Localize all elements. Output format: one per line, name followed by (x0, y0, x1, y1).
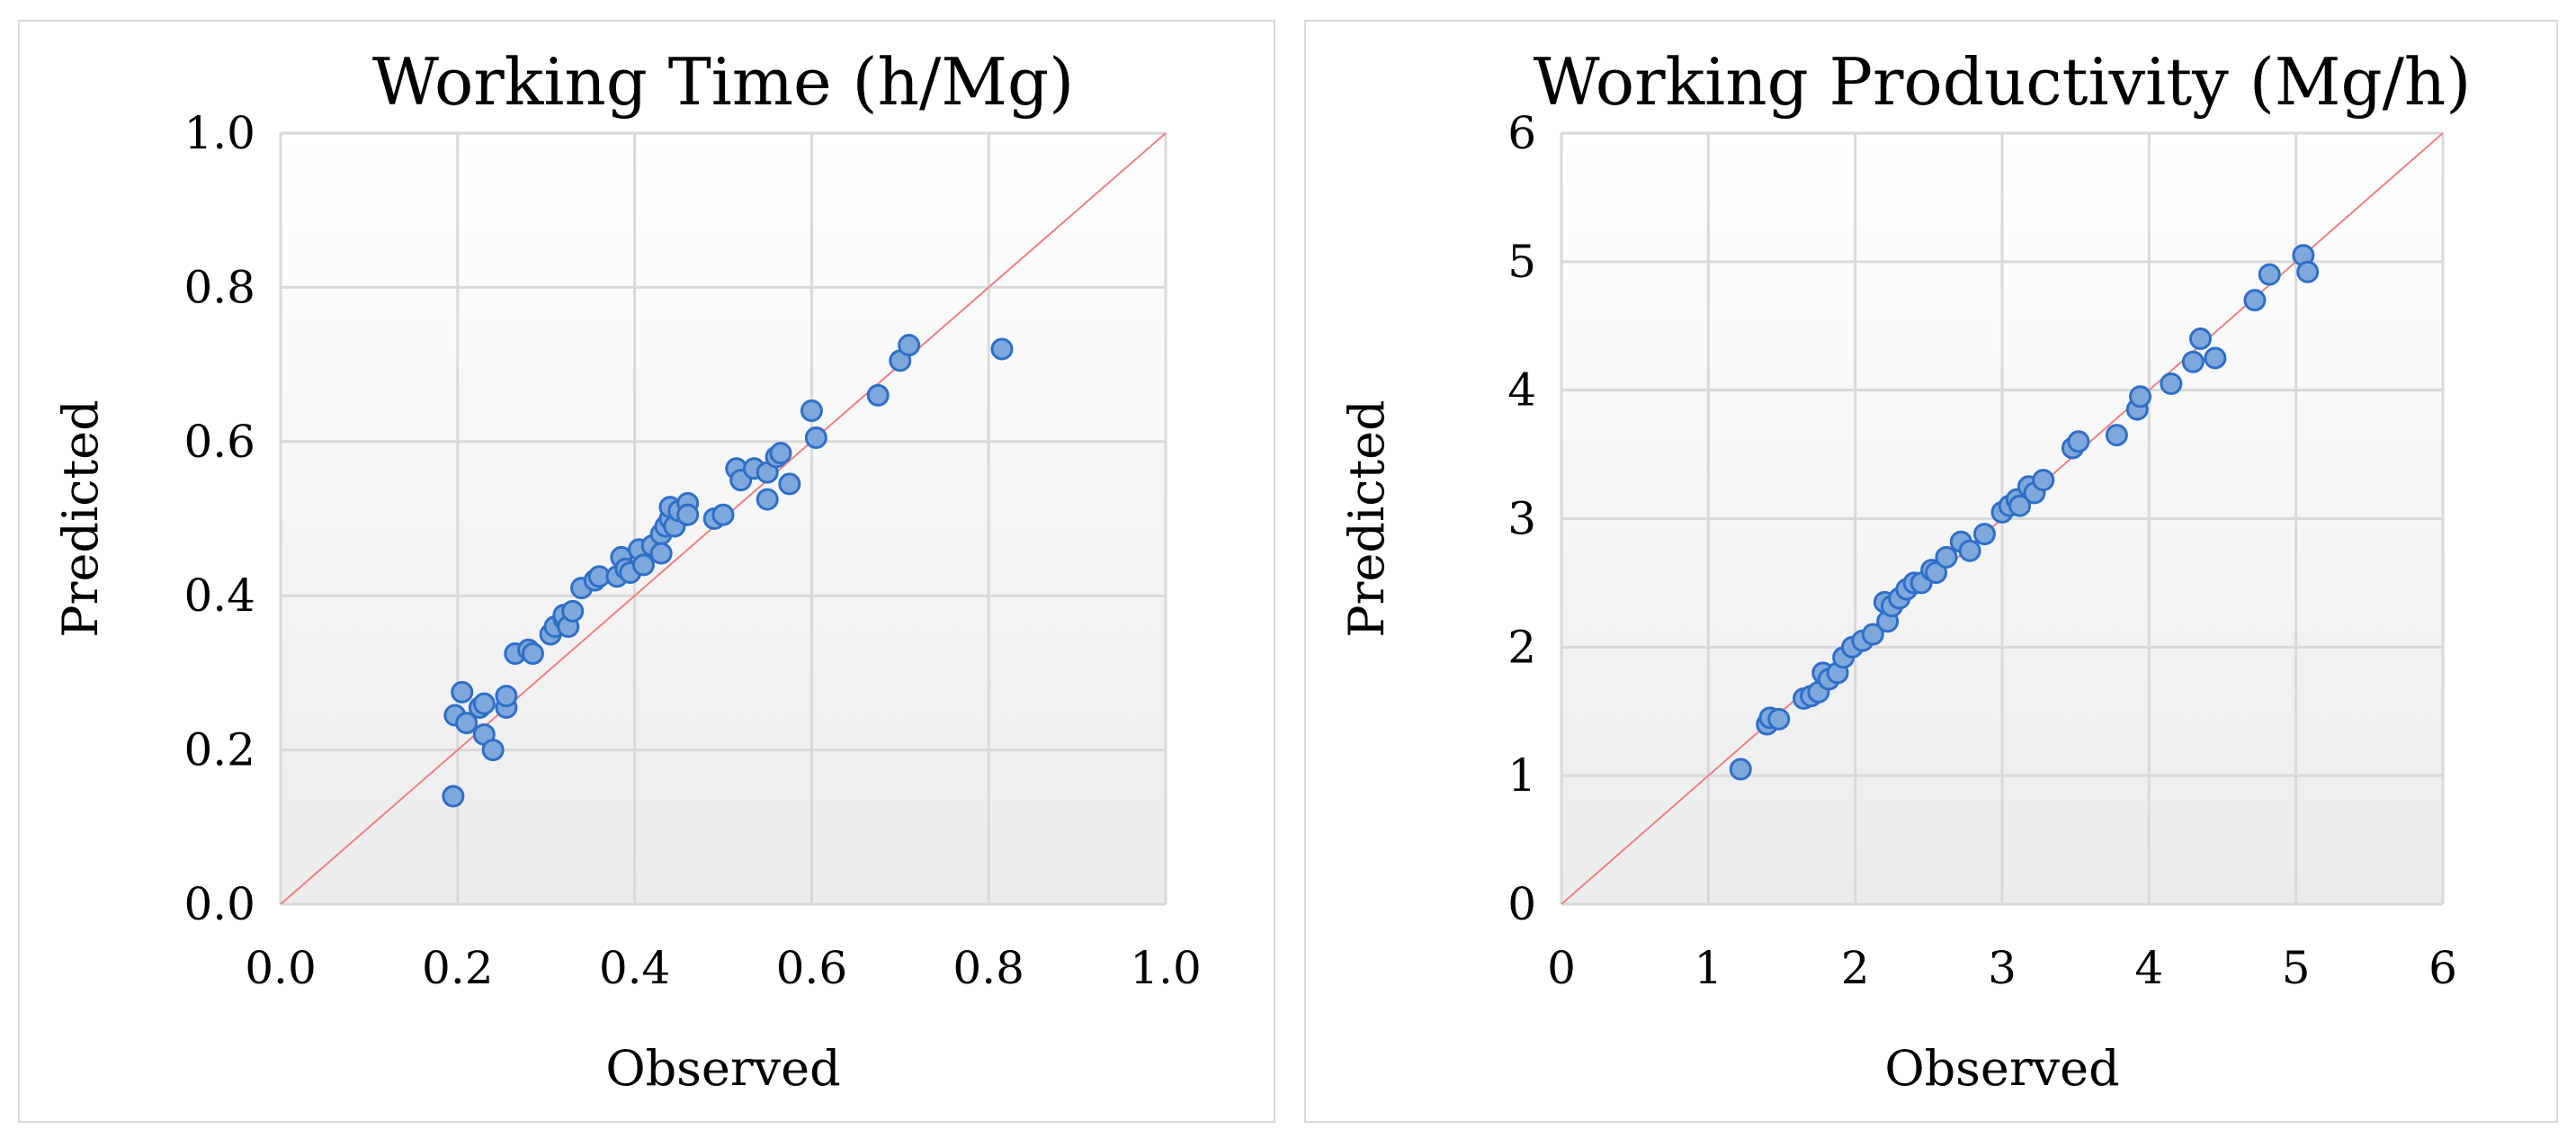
data-point (2129, 385, 2152, 408)
data-point (649, 542, 673, 565)
x-tick-label: 5 (2282, 942, 2311, 994)
y-tick-label: 0.2 (183, 724, 255, 776)
data-point (769, 442, 792, 465)
data-point (2067, 430, 2090, 453)
x-tick-label: 0.6 (776, 942, 848, 994)
data-point (676, 503, 700, 526)
x-tick-label: 3 (1988, 942, 2017, 994)
data-point (481, 739, 505, 762)
y-tick-label: 1.0 (183, 107, 255, 159)
y-tick-label: 4 (1507, 364, 1536, 417)
x-tick-label: 4 (2134, 942, 2163, 994)
y-axis-label: Predicted (1338, 399, 1395, 637)
data-point (1925, 561, 1947, 584)
data-point (1958, 539, 1981, 562)
data-point (451, 680, 474, 704)
y-tick-label: 2 (1507, 621, 1536, 673)
data-point (521, 641, 544, 665)
y-tick-label: 0.6 (183, 416, 255, 468)
chart-title: Working Time (h/Mg) (372, 44, 1074, 120)
y-tick-label: 1 (1507, 749, 1536, 802)
y-tick-label: 6 (1507, 107, 1536, 159)
data-point (898, 334, 921, 357)
x-axis-label: Observed (1884, 1040, 2119, 1097)
y-axis-label: Predicted (52, 399, 109, 637)
data-point (561, 599, 585, 623)
data-point (990, 337, 1014, 361)
data-point (866, 383, 890, 407)
x-axis-label: Observed (605, 1040, 840, 1097)
data-point (2189, 327, 2212, 351)
data-point (1861, 623, 1884, 646)
data-point (804, 426, 827, 450)
x-tick-label: 6 (2428, 942, 2457, 994)
x-tick-label: 1.0 (1130, 942, 1202, 994)
chart-panel-working-productivity: 0 1 2 3 4 5 6 0 1 2 3 4 5 6 Working Productivity (Mg/… (1304, 20, 2558, 1123)
x-tick-label: 0.4 (599, 942, 671, 994)
data-point (1767, 707, 1791, 731)
data-point (495, 685, 518, 708)
data-point (2032, 469, 2055, 492)
data-point (455, 712, 479, 735)
data-point (800, 399, 823, 423)
chart-panel-working-time: 0.0 0.2 0.4 0.6 0.8 1.0 0.0 0.2 0.4 0.6 0.8 1.0 Wor… (18, 20, 1275, 1123)
x-tick-label: 0 (1547, 942, 1576, 994)
data-point (442, 785, 465, 808)
x-tick-label: 0.0 (245, 942, 317, 994)
data-point (2296, 260, 2320, 283)
chart-working-time: 0.0 0.2 0.4 0.6 0.8 1.0 0.0 0.2 0.4 0.6 0.8 1.0 Wor… (52, 44, 1202, 1097)
y-tick-label: 0.0 (183, 878, 255, 930)
chart-title: Working Productivity (Mg/h) (1534, 44, 2472, 120)
data-point (2204, 346, 2227, 370)
data-point (631, 553, 655, 577)
x-tick-label: 0.2 (422, 942, 494, 994)
y-tick-label: 0 (1507, 878, 1536, 930)
data-point (2008, 494, 2032, 517)
data-point (1935, 545, 1958, 569)
data-point (756, 488, 779, 511)
x-tick-label: 2 (1841, 942, 1870, 994)
x-tick-label: 0.8 (953, 942, 1024, 994)
y-tick-label: 3 (1507, 493, 1536, 545)
data-point (2105, 424, 2128, 447)
y-tick-label: 5 (1507, 236, 1536, 288)
data-point (711, 503, 735, 526)
data-point (1729, 758, 1752, 781)
y-tick-label: 0.8 (183, 261, 255, 313)
y-tick-label: 0.4 (183, 570, 255, 622)
data-point (1972, 523, 1996, 546)
data-point (2243, 289, 2267, 312)
data-point (2160, 372, 2183, 396)
x-tick-label: 1 (1694, 942, 1722, 994)
data-point (472, 692, 496, 715)
data-point (2181, 350, 2205, 373)
data-point (778, 472, 801, 496)
chart-working-productivity: 0 1 2 3 4 5 6 0 1 2 3 4 5 6 Working Productivity (Mg/… (1338, 44, 2472, 1097)
data-point (2258, 263, 2281, 286)
